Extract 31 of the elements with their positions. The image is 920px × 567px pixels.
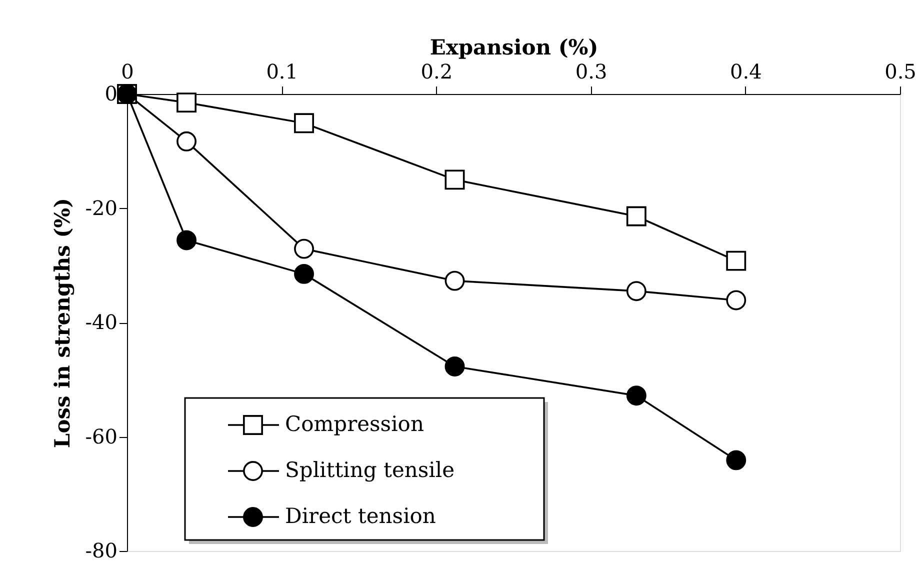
point [176, 230, 197, 250]
x-tick-label: 0.3 [575, 60, 608, 84]
legend-label: Splitting tensile [285, 458, 455, 482]
point [294, 113, 314, 134]
legend-label: Direct tension [285, 504, 436, 528]
x-tick-label: 0.5 [884, 60, 916, 84]
legend-label: Compression [285, 412, 424, 436]
point [444, 170, 465, 190]
x-tick-label: 0.1 [266, 60, 298, 84]
y-tick-label: -20 [85, 196, 118, 220]
point [726, 450, 746, 470]
point [626, 281, 646, 302]
point [726, 250, 746, 271]
point [444, 270, 465, 291]
y-tick-label: -80 [85, 538, 118, 562]
point [444, 356, 465, 376]
x-axis-title: Expansion (%) [430, 34, 598, 60]
x-tick-label: 0.2 [420, 60, 453, 84]
point [626, 386, 646, 406]
y-tick-label: -60 [85, 424, 118, 448]
point [726, 290, 746, 310]
y-tick-label: -40 [85, 310, 118, 334]
point [176, 92, 197, 113]
point [176, 131, 197, 152]
x-tick-label: 0.4 [730, 60, 762, 84]
point [294, 238, 314, 259]
point [294, 264, 314, 284]
point [626, 206, 646, 226]
y-axis-title: Loss in strengths (%) [49, 198, 74, 448]
y-tick-label: 0 [104, 82, 118, 106]
x-tick-label: 0 [121, 60, 134, 84]
